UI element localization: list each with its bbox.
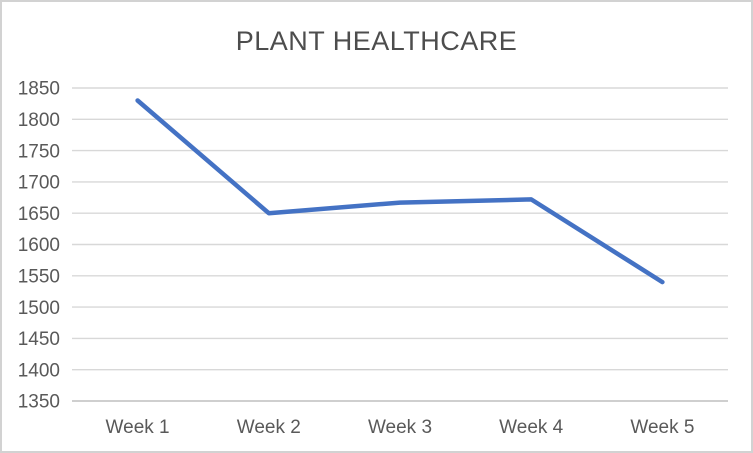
data-series-line [135,98,665,285]
y-axis-tick-label: 1650 [18,204,60,225]
x-axis-category-label: Week 3 [368,417,432,438]
y-axis-tick-label: 1550 [18,266,60,287]
x-axis-category-label: Week 4 [499,417,564,438]
y-axis-tick-label: 1800 [18,110,60,131]
x-axis-category-label: Week 2 [237,417,301,438]
x-axis-category-label: Week 1 [106,417,170,438]
y-axis-tick-label: 1450 [18,329,60,350]
y-axis-tick-label: 1500 [18,298,60,319]
y-axis-tick-label: 1600 [18,235,60,256]
y-axis-tick-label: 1750 [18,141,60,162]
y-axis-tick-label: 1400 [18,360,60,381]
x-axis-category-label: Week 5 [630,417,694,438]
y-axis-tick-label: 1350 [18,392,60,413]
y-axis-tick-label: 1700 [18,173,60,194]
y-axis-tick-label: 1850 [18,79,60,100]
chart-title: PLANT HEALTHCARE [235,26,518,56]
